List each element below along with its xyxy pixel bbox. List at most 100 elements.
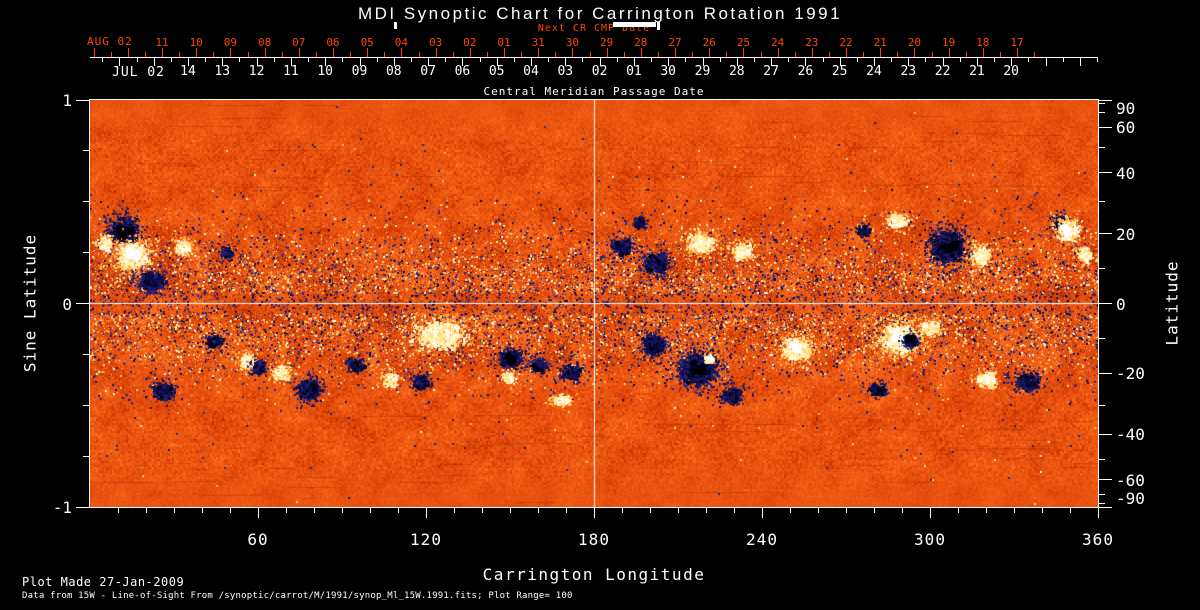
- right-axis-minor-tick: [1098, 147, 1105, 149]
- left-axis-tick: [76, 303, 90, 304]
- cmp-month-label: JUL 02: [112, 65, 165, 80]
- next-cr-day-label: 24: [770, 36, 785, 49]
- bottom-axis-minor-tick: [845, 508, 847, 513]
- right-axis-tick-label: 90: [1116, 99, 1136, 118]
- bottom-axis-minor-tick: [481, 508, 483, 513]
- cmp-tick: [222, 58, 224, 66]
- next-cr-day-label: 20: [907, 36, 922, 49]
- left-axis-minor-tick: [83, 150, 90, 152]
- right-axis-tick-label: 40: [1116, 163, 1136, 183]
- cmp-minor-tick: [1028, 58, 1030, 62]
- cmp-minor-tick: [1062, 58, 1064, 62]
- next-cr-day-label: 08: [257, 36, 272, 49]
- cmp-minor-tick: [136, 58, 138, 62]
- cmp-day-label: 08: [385, 64, 402, 79]
- right-axis-tick: [1098, 433, 1112, 435]
- right-axis-tick: [1098, 479, 1112, 481]
- next-cr-tick: [127, 48, 129, 57]
- bottom-axis-tick-label: 360: [1082, 530, 1114, 549]
- bottom-axis-minor-tick: [565, 508, 567, 513]
- cmp-minor-tick: [925, 58, 927, 62]
- cmp-day-label: 06: [454, 64, 471, 79]
- left-axis-title: Sine Latitude: [20, 233, 40, 373]
- cmp-day-label: 02: [591, 64, 608, 79]
- left-axis-tick-label: 1: [62, 91, 72, 110]
- next-cr-tick: [1017, 48, 1018, 57]
- magnetogram-map: [90, 100, 1098, 507]
- bottom-axis-title: Carrington Longitude: [482, 565, 706, 584]
- next-cr-minor-tick: [247, 52, 249, 57]
- bottom-axis-minor-tick: [341, 508, 343, 513]
- bottom-axis-tick: [929, 508, 931, 518]
- next-cr-day-label: 09: [223, 36, 238, 49]
- next-cr-day-label: 29: [599, 36, 614, 49]
- next-cr-tick: [606, 48, 608, 57]
- next-cr-tick: [709, 48, 711, 57]
- cmp-tick: [668, 58, 670, 66]
- cmp-tick: [188, 58, 189, 66]
- next-cr-tick: [675, 48, 676, 57]
- next-cr-day-label: 18: [976, 36, 990, 49]
- cmp-day-label: 12: [248, 64, 265, 79]
- cmp-minor-tick: [856, 58, 858, 62]
- next-cr-minor-tick: [657, 52, 659, 57]
- next-cr-day-label: 31: [531, 36, 545, 49]
- cmp-minor-tick: [719, 58, 721, 62]
- left-axis-tick-label: -1: [52, 498, 72, 517]
- next-cr-day-label: 17: [1010, 36, 1024, 49]
- cmp-day-label: 01: [626, 64, 642, 79]
- left-axis-tick: [76, 99, 90, 101]
- cmp-tick: [325, 58, 327, 66]
- next-cr-day-label: 28: [634, 36, 648, 49]
- cmp-day-label: 14: [180, 64, 196, 79]
- bottom-axis-minor-tick: [229, 508, 231, 513]
- next-cr-day-label: 21: [873, 36, 887, 49]
- cmp-minor-tick: [788, 58, 790, 62]
- next-cr-minor-tick: [828, 52, 830, 57]
- bottom-axis-tick: [761, 508, 763, 518]
- cmp-tick: [771, 58, 773, 66]
- right-axis-minor-tick: [1098, 503, 1105, 505]
- next-cr-minor-tick: [1034, 52, 1036, 57]
- cmp-minor-tick: [616, 58, 618, 62]
- next-cr-tick: [948, 48, 950, 57]
- next-cr-tick: [538, 48, 540, 57]
- bottom-axis-minor-tick: [817, 508, 819, 513]
- next-cr-day-label: 05: [360, 36, 374, 49]
- next-cr-minor-tick: [692, 52, 694, 57]
- right-axis-tick-label: -20: [1116, 364, 1145, 384]
- cmp-tick: [256, 58, 258, 66]
- next-cr-minor-tick: [931, 52, 933, 57]
- next-cr-tick: [469, 48, 471, 57]
- cmp-tick: [805, 58, 807, 66]
- cmp-day-label: 22: [934, 64, 951, 79]
- next-cr-minor-tick: [281, 52, 283, 57]
- cmp-tick: [633, 58, 635, 66]
- next-cr-day-label: 23: [805, 36, 819, 49]
- cmp-minor-tick: [102, 58, 104, 62]
- bottom-axis-tick-label: 120: [410, 530, 442, 549]
- right-axis-tick-label: -90: [1116, 489, 1145, 508]
- cmp-tick: [942, 58, 944, 66]
- cmp-tick: [1079, 58, 1081, 66]
- bottom-axis-minor-tick: [453, 508, 455, 513]
- right-axis-tick: [1098, 126, 1112, 128]
- next-cr-tick: [333, 48, 334, 57]
- next-cr-minor-tick: [897, 52, 899, 57]
- next-cr-minor-tick: [521, 52, 523, 57]
- cmp-day-label: 27: [763, 64, 779, 79]
- cmp-day-label: 03: [557, 64, 574, 79]
- cursor-artifact: [394, 22, 397, 29]
- next-cr-month-label: AUG 02: [87, 35, 133, 48]
- bottom-axis-minor-tick: [313, 508, 315, 513]
- cmp-day-label: 10: [317, 64, 334, 79]
- cmp-minor-tick: [445, 58, 447, 62]
- next-cr-minor-tick: [965, 52, 967, 57]
- next-cr-tick: [401, 48, 403, 57]
- bottom-axis-minor-tick: [509, 508, 511, 513]
- cmp-minor-tick: [753, 58, 755, 62]
- bottom-axis-tick-label: 240: [746, 530, 778, 549]
- cmp-tick: [496, 58, 498, 66]
- cmp-day-label: 25: [831, 64, 848, 79]
